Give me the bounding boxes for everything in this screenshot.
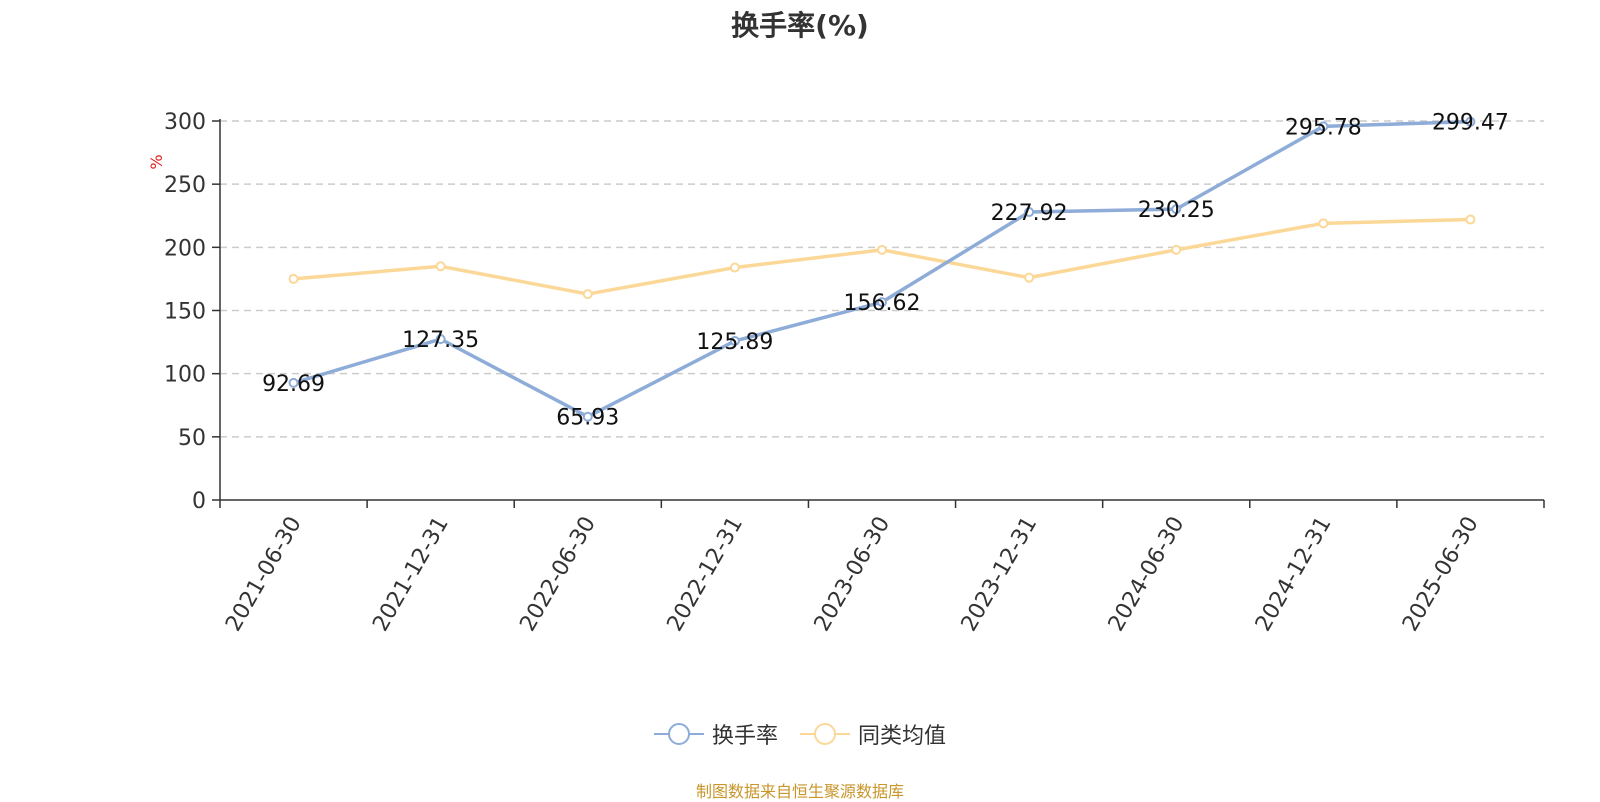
x-tick-label: 2025-06-30 xyxy=(1398,513,1484,636)
y-tick-label: 50 xyxy=(178,426,206,451)
y-tick-label: 200 xyxy=(164,236,206,261)
x-tick-label: 2023-12-31 xyxy=(957,513,1043,636)
chart-title: 换手率(%) xyxy=(731,9,869,42)
grid-lines xyxy=(220,120,1544,438)
data-point xyxy=(877,244,887,255)
data-point xyxy=(729,262,740,273)
series-line xyxy=(293,119,1471,419)
legend-item-peer-average[interactable]: 同类均值 xyxy=(800,718,946,750)
data-point xyxy=(1024,272,1035,283)
y-tick-label: 0 xyxy=(192,489,206,514)
data-label: 127.35 xyxy=(402,328,479,353)
data-point xyxy=(877,297,887,308)
data-label: 92.69 xyxy=(262,372,325,397)
x-tick-label: 2024-12-31 xyxy=(1251,513,1337,636)
data-point xyxy=(729,335,740,346)
data-point xyxy=(1318,121,1329,132)
legend-line-circle-icon xyxy=(800,723,850,745)
x-tick-label: 2022-12-31 xyxy=(663,513,749,636)
data-point xyxy=(1465,116,1476,127)
y-tick-label: 100 xyxy=(164,363,206,388)
legend-label-peer-average: 同类均值 xyxy=(858,724,947,749)
data-point xyxy=(288,273,299,284)
legend: 换手率 同类均值 xyxy=(0,718,1600,750)
data-point xyxy=(288,377,299,388)
legend-line-circle-icon xyxy=(653,723,704,745)
y-tick-label: 150 xyxy=(164,300,206,325)
data-labels: 92.69 127.35 65.93 125.89 156.62 227.92 230.25… xyxy=(262,111,1509,431)
data-point xyxy=(1171,204,1182,215)
data-label: 230.25 xyxy=(1138,198,1215,223)
data-point xyxy=(1024,207,1035,218)
data-label: 227.92 xyxy=(991,201,1068,226)
series-lines xyxy=(288,116,1476,422)
data-point xyxy=(435,334,446,345)
legend-item-turnover[interactable]: 换手率 xyxy=(653,718,778,750)
y-tick-label: 250 xyxy=(164,173,206,198)
data-point xyxy=(1465,214,1476,225)
series-line xyxy=(293,217,1471,296)
data-label: 65.93 xyxy=(556,406,619,431)
data-point xyxy=(1171,244,1182,255)
legend-label-turnover: 换手率 xyxy=(711,724,778,749)
x-tick-label: 2021-06-30 xyxy=(221,513,307,636)
data-point xyxy=(582,289,593,300)
x-tick-label: 2021-12-31 xyxy=(368,513,454,636)
y-axis-label: % xyxy=(147,154,166,169)
data-point xyxy=(435,261,446,272)
data-label: 299.47 xyxy=(1432,111,1509,136)
x-tick-label: 2022-06-30 xyxy=(515,513,601,636)
data-label: 156.62 xyxy=(844,291,921,316)
data-label: 295.78 xyxy=(1285,115,1362,140)
x-tick-label: 2023-06-30 xyxy=(810,513,896,636)
data-point xyxy=(582,411,593,422)
data-label: 125.89 xyxy=(696,330,773,355)
x-tick-label: 2024-06-30 xyxy=(1104,513,1190,636)
axes: 0 50 100 150 200 250 300% 2021-06-30 2021-12-31 2… xyxy=(147,110,1545,636)
y-tick-label: 300 xyxy=(164,110,206,135)
data-point xyxy=(1318,218,1329,229)
source-note: 制图数据来自恒生聚源数据库 xyxy=(695,782,904,801)
